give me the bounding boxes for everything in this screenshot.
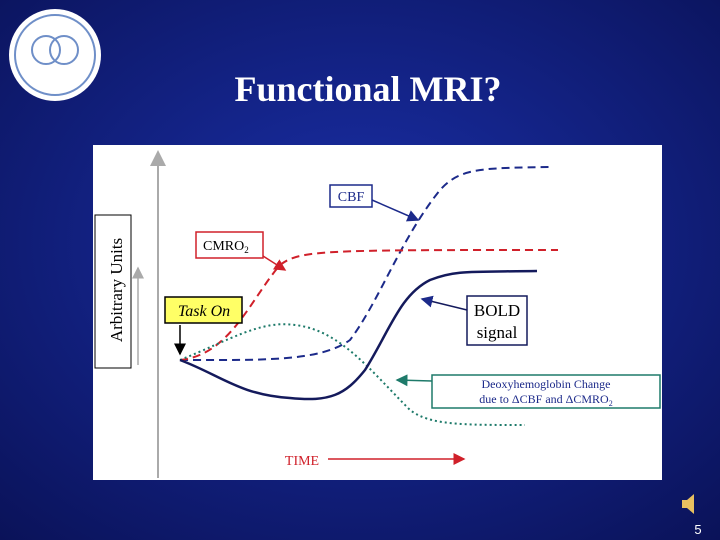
deoxy-box <box>431 374 661 409</box>
deoxy-curve <box>179 323 526 426</box>
deoxy-label: due to ΔCBF and ΔCMRO2 <box>479 392 612 408</box>
bold-label: signal <box>477 323 518 342</box>
task-on-box <box>164 296 243 324</box>
bold-arrow <box>420 295 468 311</box>
deoxy-label: Deoxyhemoglobin Change <box>482 377 611 391</box>
y-label-box <box>94 214 132 369</box>
x-axis-label: TIME <box>285 454 319 469</box>
speaker-icon[interactable] <box>682 494 694 514</box>
cbf-arrow <box>371 199 420 222</box>
page-number: 5 <box>694 522 701 537</box>
cmro2-box <box>195 231 264 259</box>
bold-box <box>466 295 528 346</box>
cmro2-arrow <box>262 255 287 271</box>
logo <box>9 9 101 101</box>
cmro2-label: CMRO2 <box>203 239 249 255</box>
cbf-box <box>329 184 373 208</box>
deoxy-arrow <box>395 374 433 387</box>
y-axis-label: Arbitrary Units <box>107 238 126 342</box>
cbf-label: CBF <box>338 190 365 205</box>
bold-curve <box>179 269 538 401</box>
bold-label: BOLD <box>474 301 520 320</box>
task-on-label: Task On <box>178 303 230 320</box>
title: Functional MRI? <box>234 69 501 109</box>
